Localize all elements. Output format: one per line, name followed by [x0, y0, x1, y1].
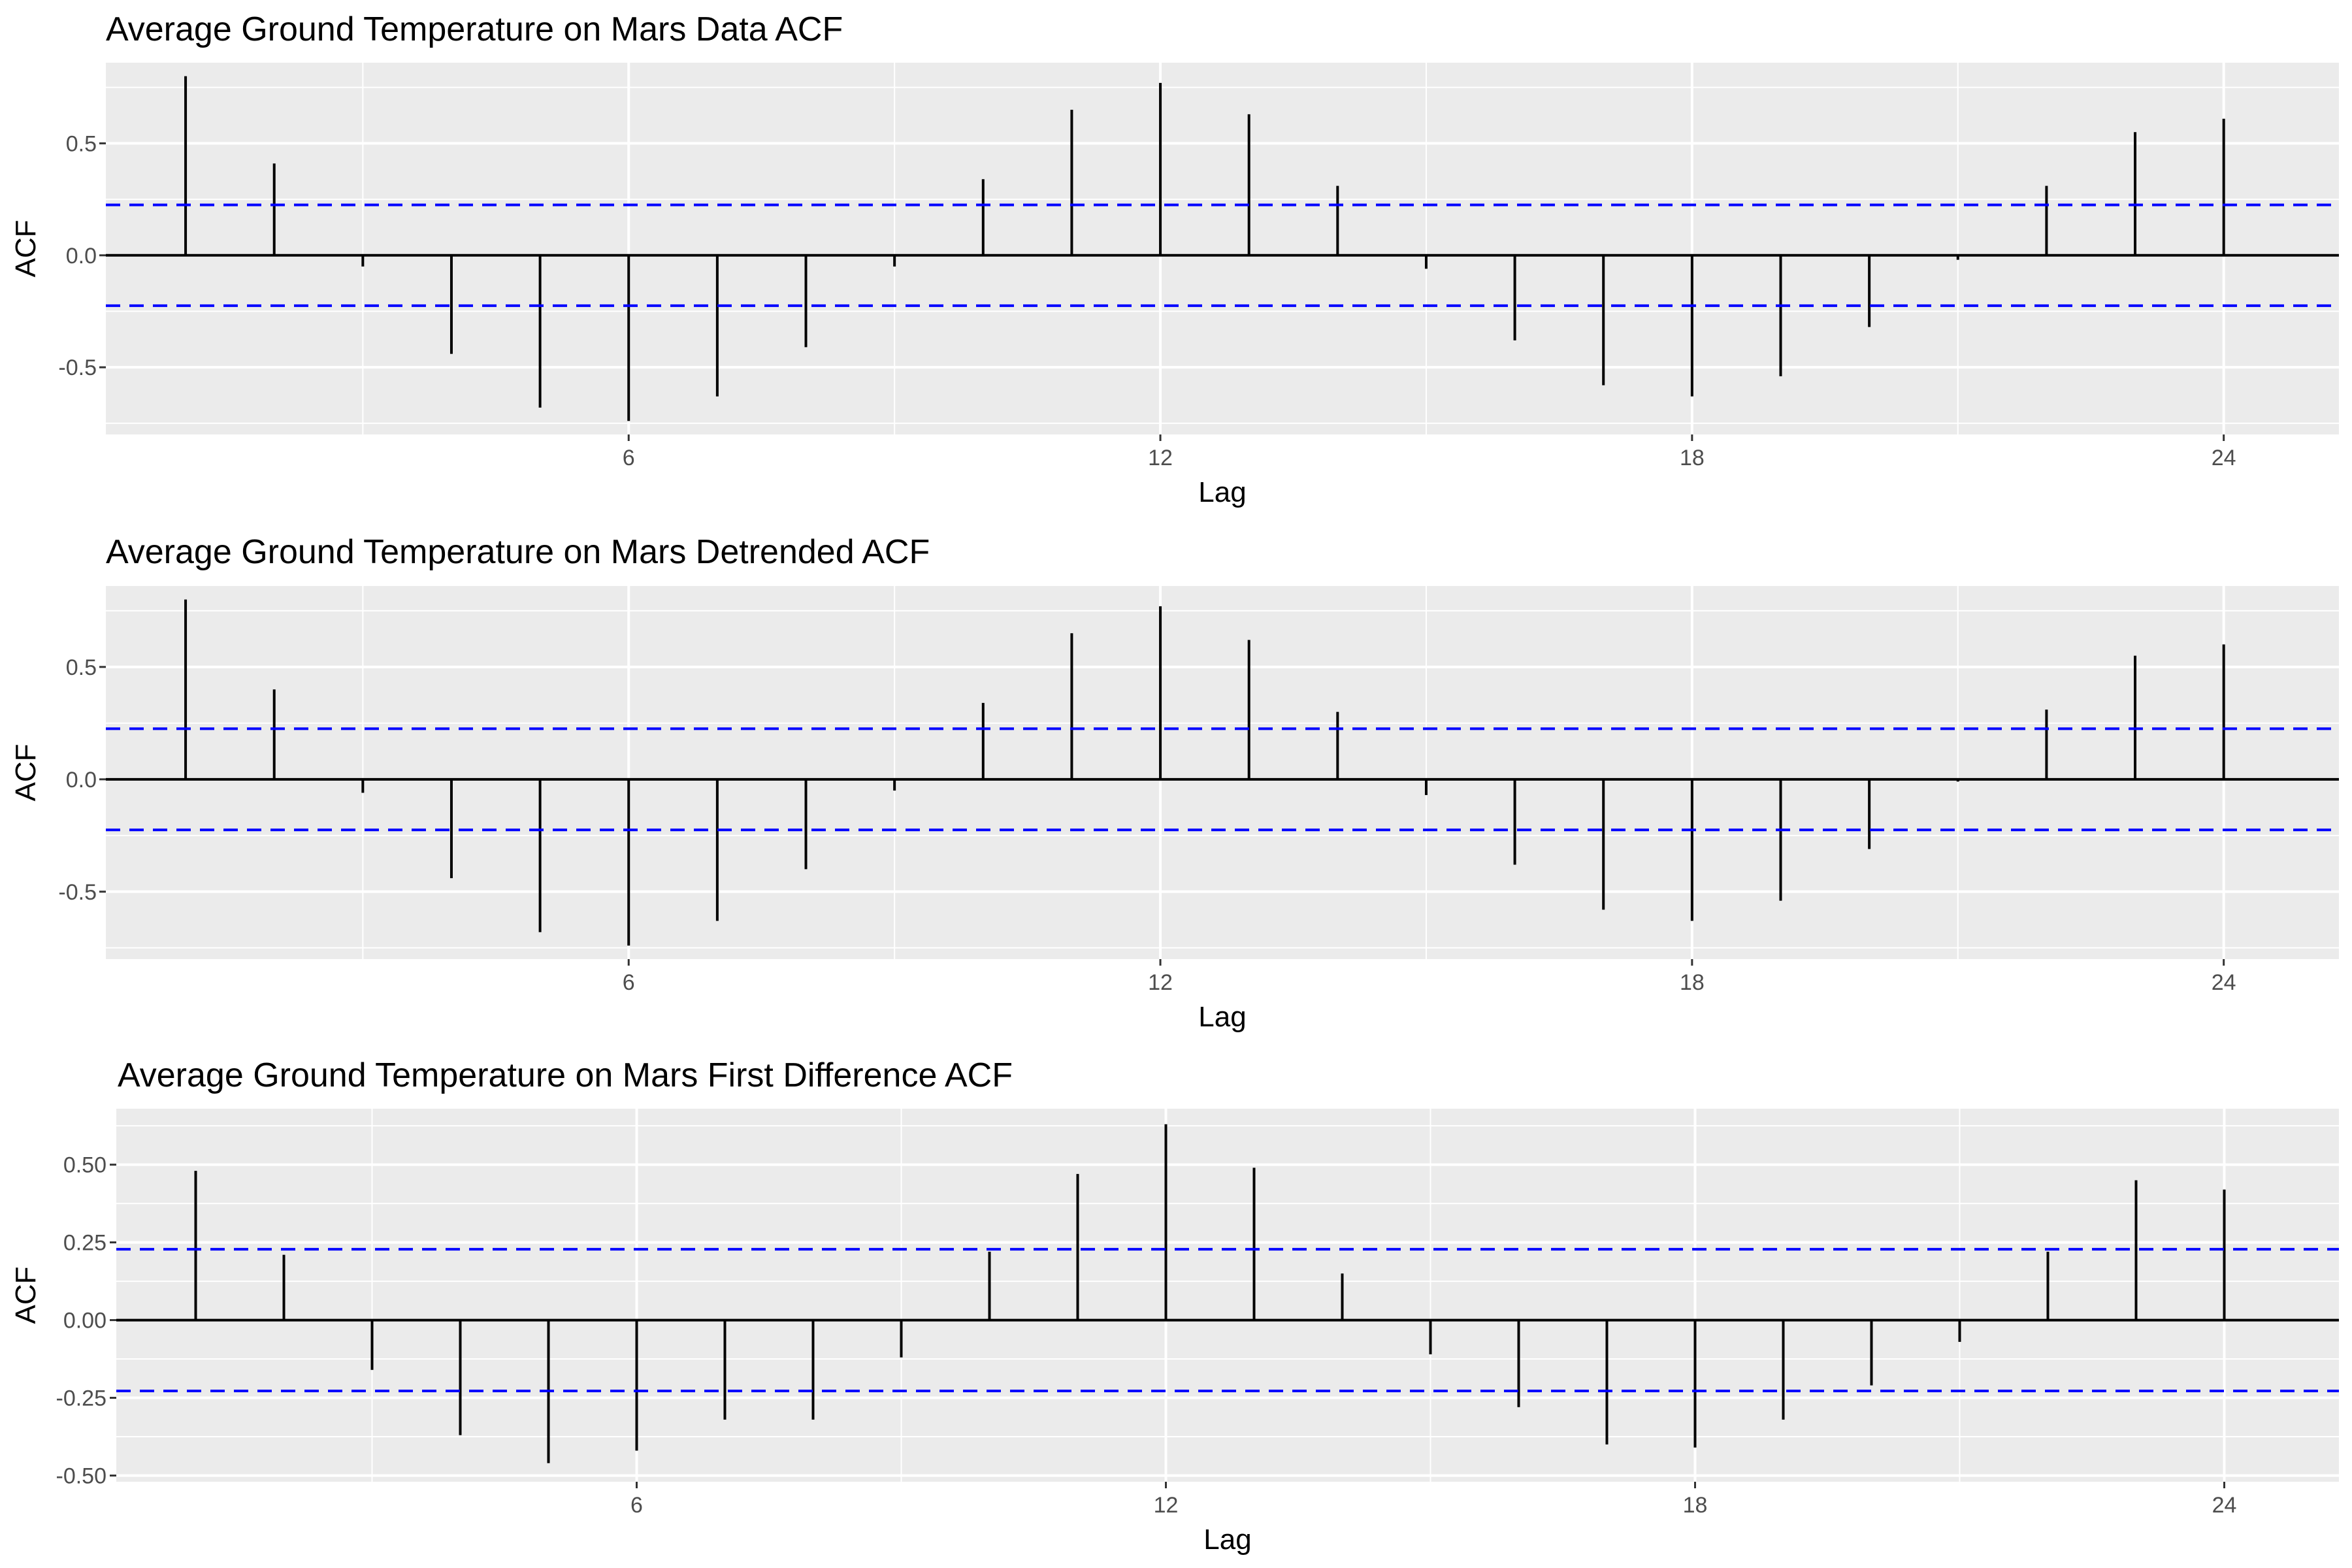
y-tick-label: -0.50	[56, 1463, 107, 1488]
plot-background	[106, 63, 2339, 434]
x-tick-label: 18	[1680, 970, 1705, 995]
x-tick-label: 6	[623, 970, 635, 995]
x-axis-label: Lag	[1198, 1001, 1246, 1033]
y-tick-label: -0.25	[56, 1386, 107, 1411]
x-tick-label: 24	[2212, 1493, 2237, 1518]
y-tick-label: 0.50	[63, 1153, 106, 1178]
y-axis-label: ACF	[10, 744, 42, 802]
x-axis-label: Lag	[1203, 1524, 1251, 1556]
y-tick-label: -0.5	[58, 880, 97, 905]
chart-title: Average Ground Temperature on Mars Data …	[106, 10, 843, 48]
y-tick-label: 0.0	[66, 768, 97, 792]
y-axis-label: ACF	[10, 1267, 42, 1324]
x-tick-label: 6	[623, 446, 635, 470]
y-tick-label: 0.5	[66, 655, 97, 680]
x-tick-label: 18	[1683, 1493, 1708, 1518]
plot-background	[116, 1109, 2339, 1482]
y-tick-label: 0.5	[66, 131, 97, 156]
x-tick-label: 12	[1148, 446, 1173, 470]
plot-background	[106, 586, 2339, 959]
chart-panel-detrended-acf: Average Ground Temperature on Mars Detre…	[10, 533, 2339, 1033]
chart-title: Average Ground Temperature on Mars Detre…	[106, 533, 930, 571]
y-axis-label: ACF	[10, 220, 42, 278]
chart-title: Average Ground Temperature on Mars First…	[118, 1056, 1013, 1094]
x-tick-label: 24	[2212, 970, 2236, 995]
y-tick-label: 0.0	[66, 244, 97, 269]
x-tick-label: 24	[2212, 446, 2236, 470]
y-tick-label: -0.5	[58, 355, 97, 380]
x-tick-label: 18	[1680, 446, 1705, 470]
x-tick-label: 12	[1154, 1493, 1179, 1518]
chart-panel-data-acf: Average Ground Temperature on Mars Data …	[10, 10, 2339, 508]
y-tick-label: 0.00	[63, 1309, 106, 1333]
x-tick-label: 12	[1148, 970, 1173, 995]
chart-panel-first-difference-acf: Average Ground Temperature on Mars First…	[10, 1056, 2339, 1556]
x-tick-label: 6	[630, 1493, 643, 1518]
y-tick-label: 0.25	[63, 1231, 106, 1256]
x-axis-label: Lag	[1198, 476, 1246, 508]
